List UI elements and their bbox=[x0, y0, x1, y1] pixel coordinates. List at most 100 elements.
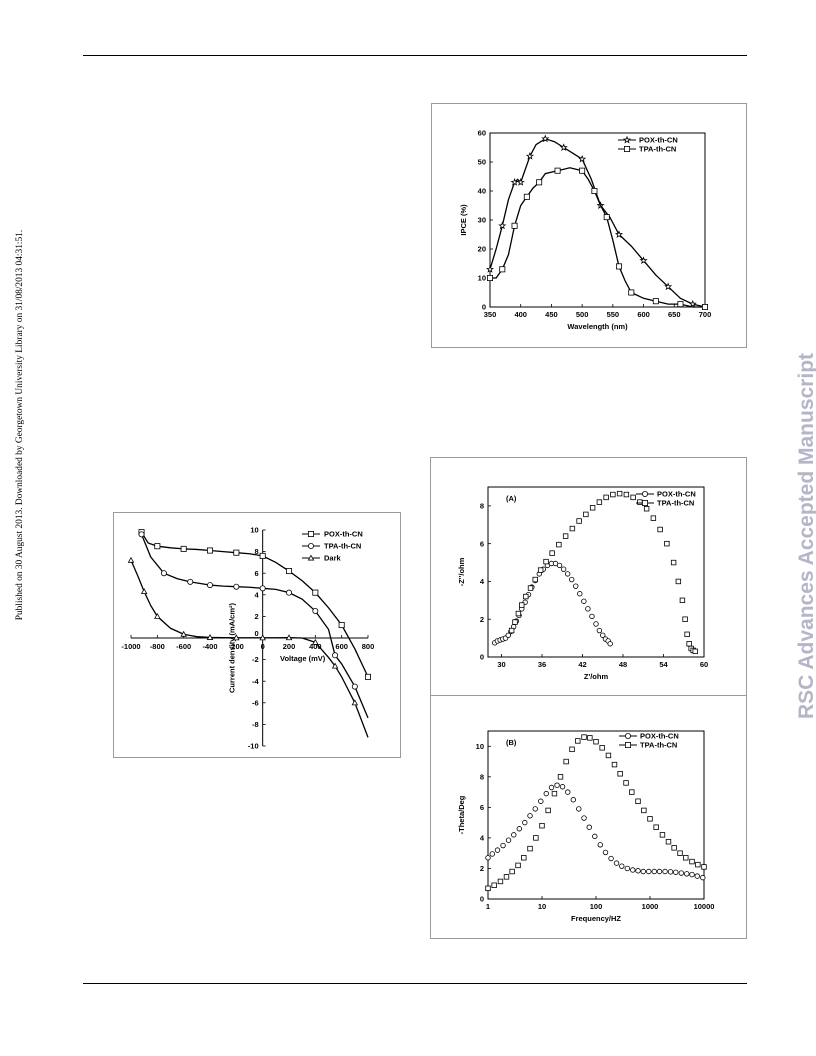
data-point bbox=[592, 833, 598, 840]
data-point bbox=[683, 855, 689, 861]
x-tick-label: 350 bbox=[484, 310, 497, 319]
legend-marker bbox=[624, 733, 631, 740]
data-point bbox=[619, 863, 625, 869]
y-tick-label: 10 bbox=[250, 526, 258, 535]
data-point bbox=[527, 813, 533, 819]
y-tick-label: 4 bbox=[480, 834, 485, 843]
data-point bbox=[591, 188, 598, 195]
x-tick-label: 650 bbox=[668, 310, 681, 319]
data-point bbox=[692, 648, 698, 655]
x-tick-label: 10 bbox=[538, 902, 546, 911]
data-point bbox=[667, 869, 674, 875]
data-point bbox=[700, 874, 706, 881]
data-point bbox=[593, 621, 599, 627]
data-point bbox=[551, 790, 558, 797]
data-point bbox=[637, 499, 643, 505]
data-point bbox=[565, 789, 571, 795]
data-point bbox=[623, 780, 629, 786]
legend-label: POX-th-CN bbox=[640, 732, 679, 741]
data-point bbox=[599, 745, 605, 751]
series-line bbox=[490, 167, 705, 308]
data-point bbox=[568, 576, 575, 583]
data-point bbox=[505, 837, 512, 843]
data-point bbox=[519, 602, 525, 608]
data-point bbox=[639, 256, 648, 265]
x-tick-label: 800 bbox=[362, 642, 375, 651]
y-axis-label: -Theta/Deg bbox=[457, 795, 466, 834]
data-point bbox=[623, 491, 630, 498]
panel-label: (A) bbox=[506, 494, 517, 503]
data-point bbox=[670, 559, 677, 566]
data-point bbox=[556, 562, 563, 569]
data-point bbox=[338, 622, 345, 629]
data-point bbox=[545, 807, 551, 814]
y-tick-label: 30 bbox=[478, 216, 486, 225]
figure-ipce: 350 400 450 500 550 600 650 700 0 10 20 30 40 50 60 Wav… bbox=[431, 103, 747, 348]
data-point bbox=[206, 634, 214, 640]
data-point bbox=[500, 842, 506, 849]
y-tick-label: -4 bbox=[252, 677, 259, 686]
y-tick-label: -6 bbox=[252, 698, 259, 707]
data-point bbox=[557, 774, 564, 780]
data-point bbox=[485, 265, 495, 273]
panel-label: (B) bbox=[506, 738, 517, 747]
data-point bbox=[608, 855, 614, 862]
x-tick-label: 1000 bbox=[642, 902, 659, 911]
legend-label: TPA-th-CN bbox=[639, 145, 676, 154]
legend-label: TPA-th-CN bbox=[657, 499, 694, 508]
legend-marker bbox=[307, 554, 315, 561]
data-point bbox=[617, 771, 623, 777]
data-point bbox=[543, 558, 549, 565]
data-point bbox=[160, 570, 167, 577]
data-point bbox=[569, 746, 575, 753]
data-point bbox=[187, 578, 194, 585]
data-point bbox=[522, 819, 528, 826]
data-point bbox=[180, 545, 187, 552]
x-tick-label: 10000 bbox=[694, 902, 715, 911]
data-point bbox=[586, 824, 592, 830]
data-point bbox=[533, 835, 539, 841]
data-point bbox=[585, 606, 591, 612]
data-point bbox=[491, 882, 497, 888]
data-point bbox=[662, 868, 668, 875]
y-tick-label: 2 bbox=[480, 864, 484, 873]
data-point bbox=[684, 631, 690, 638]
data-point bbox=[581, 815, 587, 821]
x-tick-label: 30 bbox=[497, 660, 505, 669]
series-TPA-th-CN bbox=[508, 490, 698, 655]
y-tick-label: 8 bbox=[480, 772, 484, 781]
data-point bbox=[505, 632, 511, 638]
data-point bbox=[664, 282, 673, 291]
legend-label: TPA-th-CN bbox=[324, 542, 361, 551]
x-axis-label: Z'/ohm bbox=[584, 672, 609, 681]
data-point bbox=[602, 849, 609, 856]
data-point bbox=[615, 263, 622, 270]
data-point bbox=[657, 526, 663, 533]
x-axis-label: Voltage (mV) bbox=[280, 654, 326, 663]
y-axis-label: IPCE (%) bbox=[459, 204, 468, 236]
data-point bbox=[635, 868, 641, 874]
data-point bbox=[554, 782, 560, 788]
data-point bbox=[641, 807, 647, 814]
data-point bbox=[629, 789, 635, 795]
data-point bbox=[643, 506, 650, 512]
data-point bbox=[682, 616, 688, 622]
data-point bbox=[516, 826, 523, 832]
data-point bbox=[497, 878, 504, 885]
bottom-rule bbox=[83, 983, 747, 984]
data-point bbox=[259, 552, 266, 559]
jv-chart: -1000 -800 -600 -400 -200 0 200 400 600 800 -10 -8 -… bbox=[121, 526, 375, 751]
legend-marker bbox=[307, 530, 314, 537]
legend-marker bbox=[622, 135, 632, 144]
data-point bbox=[653, 824, 659, 830]
data-point bbox=[559, 784, 566, 790]
data-point bbox=[689, 858, 695, 865]
data-point bbox=[701, 303, 708, 310]
x-tick-label: -1000 bbox=[121, 642, 140, 651]
data-point bbox=[523, 593, 529, 600]
data-point bbox=[494, 847, 501, 853]
x-tick-label: 600 bbox=[335, 642, 348, 651]
data-point bbox=[562, 533, 569, 539]
data-point bbox=[701, 864, 707, 870]
x-tick-label: 100 bbox=[590, 902, 603, 911]
